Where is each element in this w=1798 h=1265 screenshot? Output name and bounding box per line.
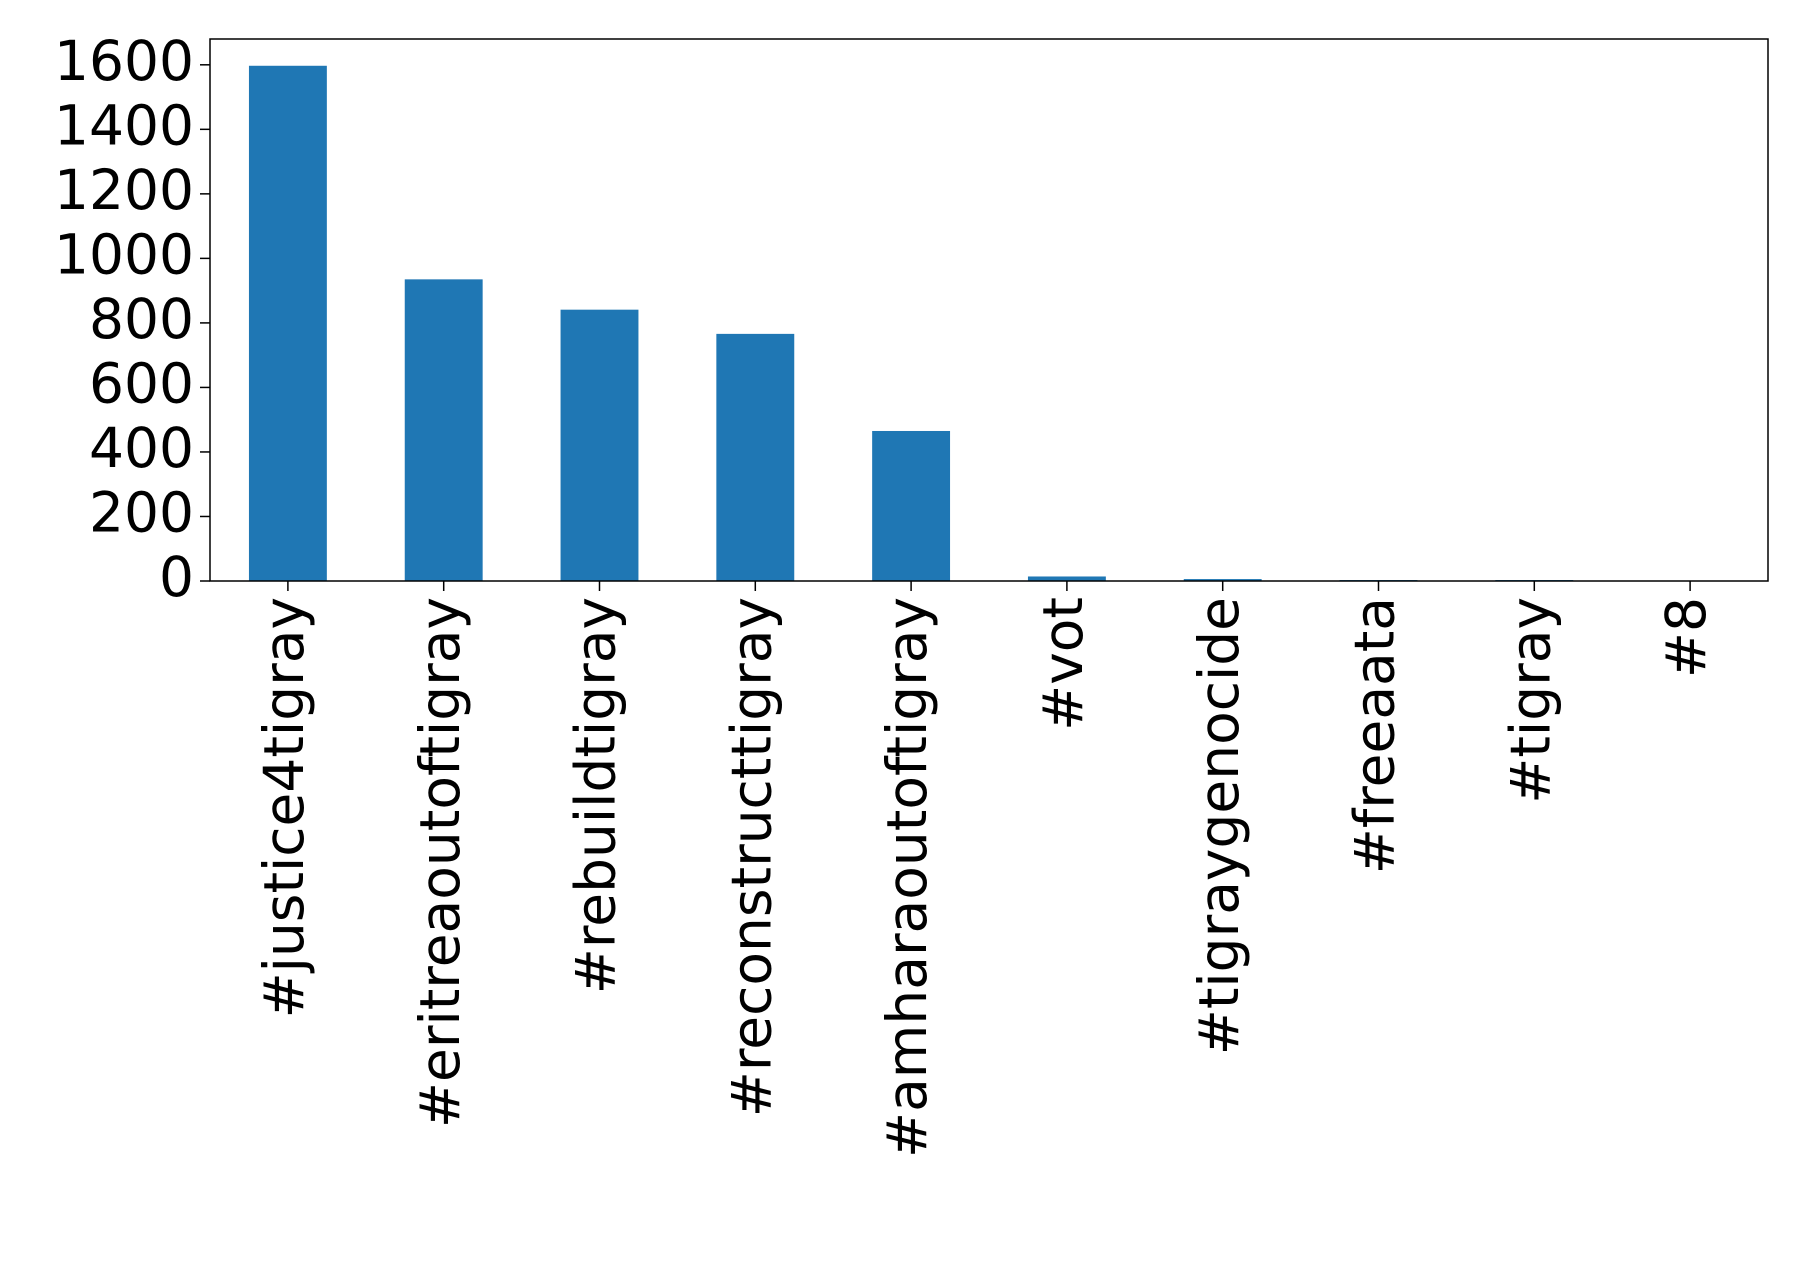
y-tick-label: 1400 xyxy=(54,93,194,157)
y-tick-label: 600 xyxy=(89,352,194,416)
y-tick-label: 200 xyxy=(89,481,194,545)
bar xyxy=(716,333,795,581)
y-tick-label: 1600 xyxy=(54,29,194,93)
bar xyxy=(404,279,483,581)
plot-frame xyxy=(209,38,1769,582)
y-tick-label: 0 xyxy=(159,545,194,609)
x-tick-label: #eritreaoutoftigray xyxy=(408,597,472,1128)
x-tick-label: #8 xyxy=(1654,597,1718,678)
x-tick-label: #rebuildtigray xyxy=(564,597,628,994)
x-tick-label: #tigray xyxy=(1498,597,1562,804)
x-tick-label: #freeaata xyxy=(1343,597,1407,874)
bar xyxy=(872,430,951,581)
y-tick-label: 1000 xyxy=(54,223,194,287)
x-tick-label: #tigraygenocide xyxy=(1187,597,1251,1055)
bar xyxy=(248,65,327,581)
bar xyxy=(560,309,639,581)
y-tick-label: 400 xyxy=(89,416,194,480)
x-tick-label: #amharaoutoftigray xyxy=(875,597,939,1158)
x-tick-label: #reconstructtigray xyxy=(719,597,783,1117)
y-tick-label: 1200 xyxy=(54,158,194,222)
x-tick-label: #vot xyxy=(1031,597,1095,731)
bar xyxy=(1027,576,1106,581)
x-tick-label: #justice4tigray xyxy=(252,597,316,1018)
y-tick-label: 800 xyxy=(89,287,194,351)
bar xyxy=(1183,579,1262,581)
